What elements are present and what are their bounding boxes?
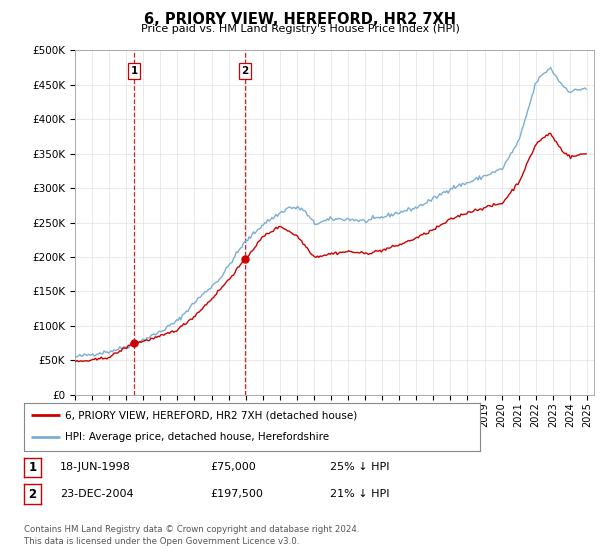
Text: Contains HM Land Registry data © Crown copyright and database right 2024.
This d: Contains HM Land Registry data © Crown c…: [24, 525, 359, 546]
Text: 2: 2: [242, 66, 249, 76]
Text: 25% ↓ HPI: 25% ↓ HPI: [330, 463, 389, 472]
Text: 1: 1: [28, 461, 37, 474]
Text: 1: 1: [130, 66, 137, 76]
Text: Price paid vs. HM Land Registry's House Price Index (HPI): Price paid vs. HM Land Registry's House …: [140, 24, 460, 34]
Text: HPI: Average price, detached house, Herefordshire: HPI: Average price, detached house, Here…: [65, 432, 329, 442]
Text: 23-DEC-2004: 23-DEC-2004: [60, 489, 134, 499]
Text: 6, PRIORY VIEW, HEREFORD, HR2 7XH (detached house): 6, PRIORY VIEW, HEREFORD, HR2 7XH (detac…: [65, 410, 357, 420]
Text: £197,500: £197,500: [210, 489, 263, 499]
Text: £75,000: £75,000: [210, 463, 256, 472]
Text: 21% ↓ HPI: 21% ↓ HPI: [330, 489, 389, 499]
Text: 6, PRIORY VIEW, HEREFORD, HR2 7XH: 6, PRIORY VIEW, HEREFORD, HR2 7XH: [144, 12, 456, 27]
Text: 2: 2: [28, 488, 37, 501]
Text: 18-JUN-1998: 18-JUN-1998: [60, 463, 131, 472]
